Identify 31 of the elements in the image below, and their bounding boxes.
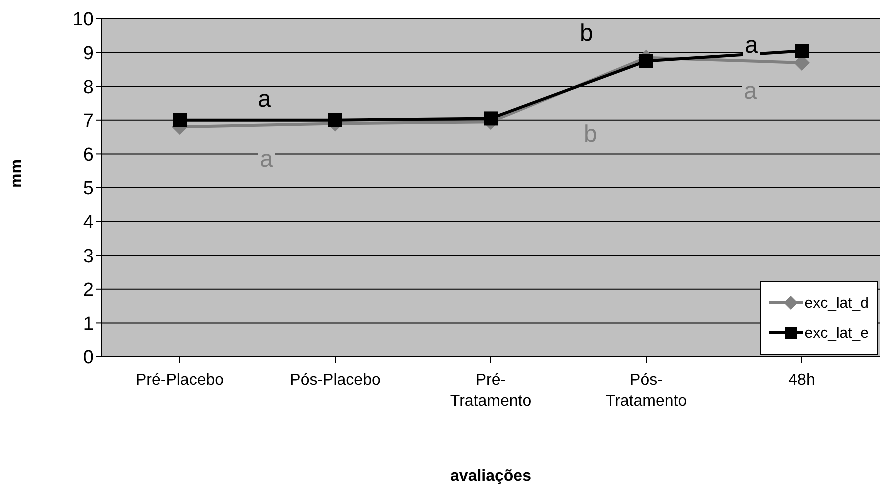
x-tick-label: 48h — [788, 372, 816, 389]
annotation: a — [258, 146, 276, 173]
point — [328, 113, 342, 128]
y-tick-label: 10 — [72, 10, 94, 31]
y-tick-label: 4 — [83, 212, 94, 234]
x-tick-label: Pré-Placebo — [136, 372, 224, 389]
point — [173, 113, 187, 128]
point — [484, 112, 498, 126]
y-tick-label: 5 — [83, 178, 94, 200]
x-tick-label: Pós-Tratamento — [606, 372, 688, 410]
annotation: a — [256, 86, 274, 113]
annotation: b — [582, 121, 600, 148]
point — [640, 54, 654, 68]
y-axis-title: mm — [8, 160, 26, 188]
annotation: b — [578, 20, 596, 47]
legend-label: exc_lat_e — [804, 324, 869, 342]
y-tick-label: 7 — [83, 111, 94, 132]
y-tick-label: 0 — [83, 348, 94, 369]
annotation: a — [743, 32, 760, 59]
y-tick-label: 1 — [83, 314, 94, 335]
y-tick-label: 2 — [83, 280, 94, 302]
y-tick-label: 6 — [83, 144, 94, 166]
legend-label: exc_lat_d — [804, 294, 869, 312]
y-tick-label: 8 — [83, 77, 94, 98]
annotation: a — [742, 78, 760, 105]
y-tick-label: 9 — [83, 44, 94, 65]
x-tick-label: Pós-Placebo — [290, 372, 381, 389]
y-tick-label: 3 — [83, 246, 94, 268]
point — [795, 44, 809, 58]
x-tick-label: Pré-Tratamento — [450, 372, 532, 410]
x-axis-title: avaliações — [450, 468, 532, 485]
